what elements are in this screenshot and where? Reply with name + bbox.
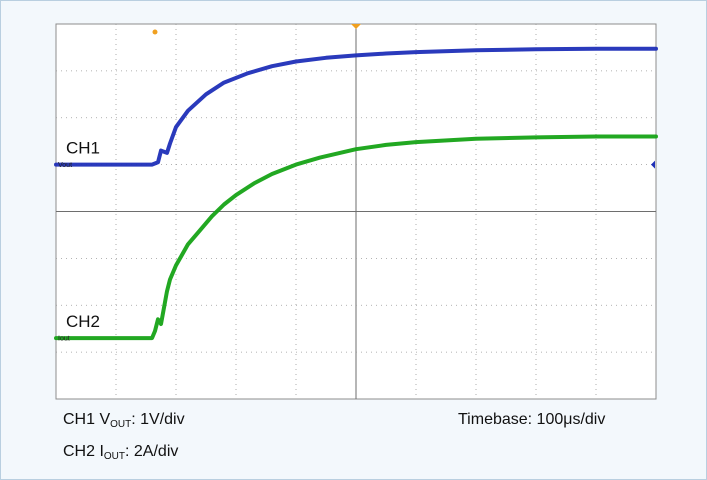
- oscilloscope-plot: CH1 Vout CH2 Iout: [54, 23, 658, 400]
- ch1-scale-caption: CH1 VOUT: 1V/div: [63, 411, 185, 430]
- ch2-scale-caption: CH2 IOUT: 2A/div: [63, 443, 179, 462]
- trigger-point-marker: [152, 29, 158, 35]
- ch2-ground-label: Iout: [58, 336, 70, 343]
- trigger-position-marker: [351, 24, 361, 29]
- ch2-caption-sub: OUT: [103, 451, 126, 462]
- ch2-trace-label: CH2: [66, 312, 100, 331]
- traces: [54, 46, 658, 341]
- ch1-caption-sub: OUT: [110, 419, 132, 430]
- ch1-offset-marker: [651, 160, 655, 169]
- ch1-trace-label: CH1: [66, 139, 100, 158]
- ch2-caption-suffix: : 2A/div: [125, 443, 179, 460]
- ch1-caption-suffix: : 1V/div: [131, 411, 185, 428]
- ch1-caption-prefix: CH1 V: [63, 411, 111, 428]
- timebase-caption: Timebase: 100μs/div: [458, 411, 606, 428]
- ch1-trace: [54, 46, 658, 167]
- trace-labels: CH1 Vout CH2 Iout: [58, 139, 655, 343]
- ch1-ground-label: Vout: [58, 162, 72, 169]
- trigger-markers: [152, 24, 361, 35]
- ch2-caption-prefix: CH2 I: [63, 443, 104, 460]
- ch2-trace: [54, 134, 658, 341]
